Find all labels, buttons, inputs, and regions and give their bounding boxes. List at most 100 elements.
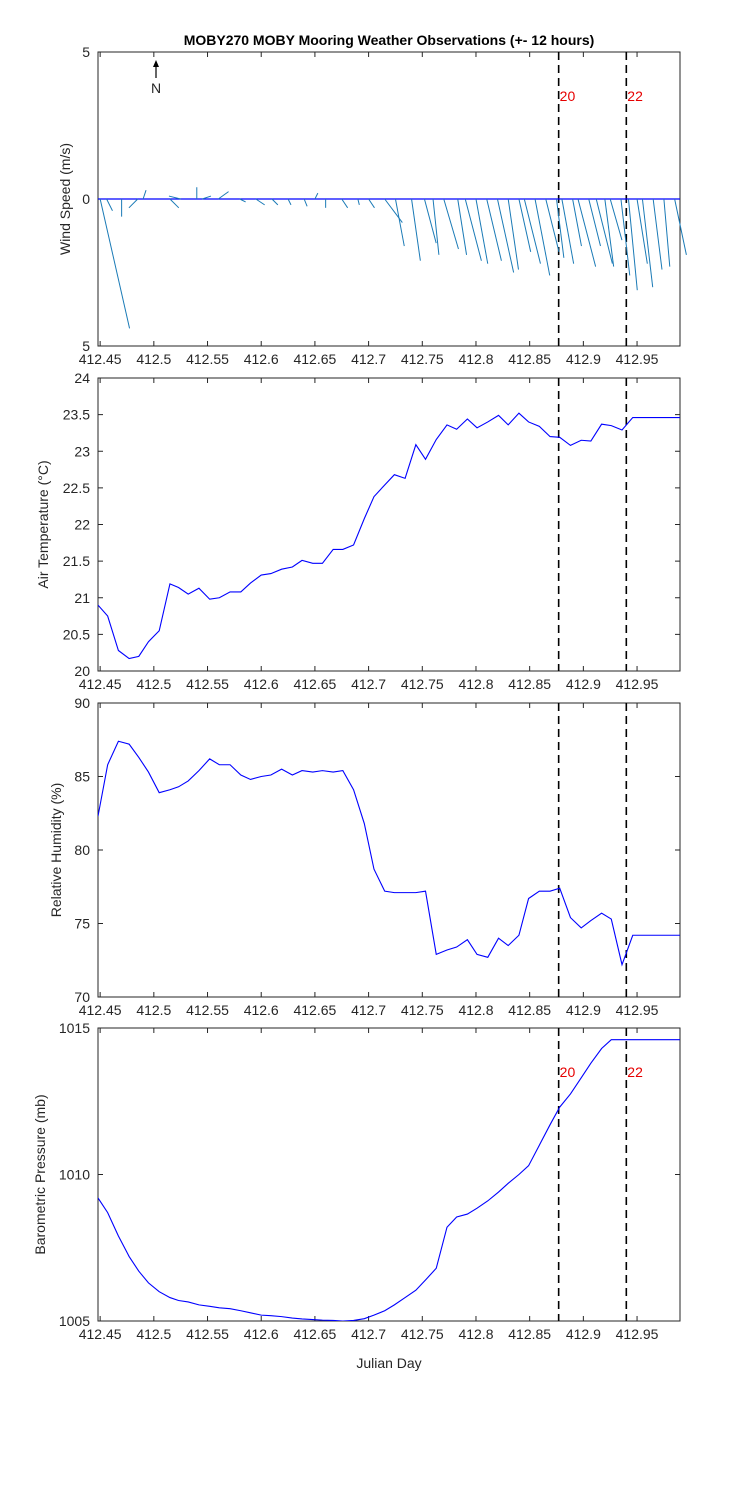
x-tick-label: 412.5 (136, 351, 171, 367)
y-tick-label: 21.5 (63, 553, 90, 569)
panel-wind: 412.45 412.5 412.55 412.6 412.65 412.7 412.75 4… (57, 44, 687, 367)
x-tick-label: 412.75 (401, 1326, 444, 1342)
y-tick-label: 85 (74, 769, 90, 785)
x-tick-label: 412.9 (566, 1002, 601, 1018)
x-tick-label: 412.6 (244, 1002, 279, 1018)
wind-stick (674, 198, 687, 255)
north-label: N (151, 80, 161, 96)
x-tick-label: 412.7 (351, 1002, 386, 1018)
y-tick-label: 0 (82, 191, 90, 207)
figure-title: MOBY270 MOBY Mooring Weather Observation… (184, 32, 595, 48)
x-tick-label: 412.9 (566, 351, 601, 367)
wind-stick (636, 198, 648, 264)
y-tick-label: 1005 (59, 1313, 90, 1329)
y-tick-label: 70 (74, 989, 90, 1005)
x-tick-label: 412.6 (244, 676, 279, 692)
x-tick-label: 412.75 (401, 676, 444, 692)
y-axis-label: Air Temperature (°C) (35, 460, 51, 588)
wind-stick (475, 198, 489, 264)
panel-pressure: 412.45 412.5 412.55 412.6 412.65 412.7 412.75 4… (32, 1020, 681, 1342)
plot-frame (97, 377, 681, 672)
x-tick-label: 412.85 (508, 676, 551, 692)
wind-stick (534, 198, 551, 276)
y-tick-label: 1015 (59, 1020, 90, 1036)
time-marker-label: 22 (627, 1064, 643, 1080)
wind-stick (341, 198, 349, 209)
x-tick-label: 412.55 (186, 1002, 229, 1018)
y-tick-label: 80 (74, 842, 90, 858)
wind-stick (507, 198, 519, 270)
x-tick-label: 412.7 (351, 351, 386, 367)
x-tick-label: 412.55 (186, 676, 229, 692)
x-tick-label: 412.95 (616, 351, 659, 367)
y-tick-label: 21 (74, 590, 90, 606)
wind-stick (168, 195, 181, 200)
wind-stick (128, 198, 139, 209)
x-tick-label: 412.65 (293, 1326, 336, 1342)
x-tick-label: 412.65 (293, 676, 336, 692)
x-tick-label: 412.75 (401, 1002, 444, 1018)
y-tick-label: 22 (74, 517, 90, 533)
wind-stick (411, 198, 421, 261)
x-tick-label: 412.6 (244, 351, 279, 367)
wind-stick (595, 198, 613, 264)
wind-stick (368, 198, 375, 209)
wind-stick (169, 198, 180, 209)
y-axis-label: Barometric Pressure (mb) (32, 1094, 48, 1254)
wind-stick (663, 198, 671, 267)
wind-stick (142, 190, 147, 200)
x-tick-label: 412.8 (458, 676, 493, 692)
x-tick-label: 412.5 (136, 676, 171, 692)
wind-stick (423, 198, 437, 244)
wind-stick (271, 198, 279, 206)
wind-stick (287, 198, 292, 206)
wind-stick (577, 198, 597, 267)
wind-stick (255, 198, 265, 206)
wind-stick (394, 198, 405, 247)
wind-stick (604, 198, 615, 267)
y-tick-label: 23.5 (63, 407, 90, 423)
x-tick-label: 412.45 (79, 1326, 122, 1342)
x-tick-label: 412.5 (136, 1002, 171, 1018)
wind-stick (457, 198, 468, 255)
panel-humidity: 412.45 412.5 412.55 412.6 412.65 412.7 412.75 4… (48, 695, 681, 1018)
x-tick-label: 412.75 (401, 351, 444, 367)
x-tick-label: 412.95 (616, 676, 659, 692)
panels: 412.45 412.5 412.55 412.6 412.65 412.7 412.75 4… (32, 44, 687, 1342)
x-tick-label: 412.85 (508, 351, 551, 367)
y-tick-label: 75 (74, 916, 90, 932)
y-tick-label: 90 (74, 695, 90, 711)
wind-stick (556, 198, 565, 258)
wind-stick (652, 198, 663, 270)
x-tick-label: 412.85 (508, 1326, 551, 1342)
y-axis-label: Relative Humidity (%) (48, 783, 64, 918)
x-tick-label: 412.65 (293, 351, 336, 367)
time-marker-label: 20 (560, 88, 576, 104)
y-tick-label: 20 (74, 663, 90, 679)
wind-stick (202, 195, 212, 200)
x-tick-label: 412.95 (616, 1326, 659, 1342)
wind-stick (609, 198, 623, 241)
x-tick-label: 412.65 (293, 1002, 336, 1018)
y-tick-label: 5 (82, 44, 90, 60)
wind-stick (443, 198, 459, 250)
wind-stick (357, 198, 360, 206)
north-arrow-head (153, 60, 159, 67)
x-tick-label: 412.7 (351, 1326, 386, 1342)
y-tick-label: 20.5 (63, 626, 90, 642)
y-tick-label: 24 (74, 370, 90, 386)
y-tick-label: 5 (82, 338, 90, 354)
x-tick-label: 412.55 (186, 1326, 229, 1342)
x-axis-label: Julian Day (356, 1355, 421, 1371)
plot-frame (97, 1027, 681, 1322)
wind-stick (106, 198, 113, 211)
x-tick-label: 412.5 (136, 1326, 171, 1342)
x-tick-label: 412.45 (79, 1002, 122, 1018)
x-tick-label: 412.8 (458, 1326, 493, 1342)
series-line-pressure (98, 1039, 680, 1321)
time-marker-label: 20 (560, 1064, 576, 1080)
wind-stick (627, 198, 638, 291)
wind-stick (432, 198, 440, 255)
y-tick-label: 22.5 (63, 480, 90, 496)
wind-stick (217, 191, 229, 200)
